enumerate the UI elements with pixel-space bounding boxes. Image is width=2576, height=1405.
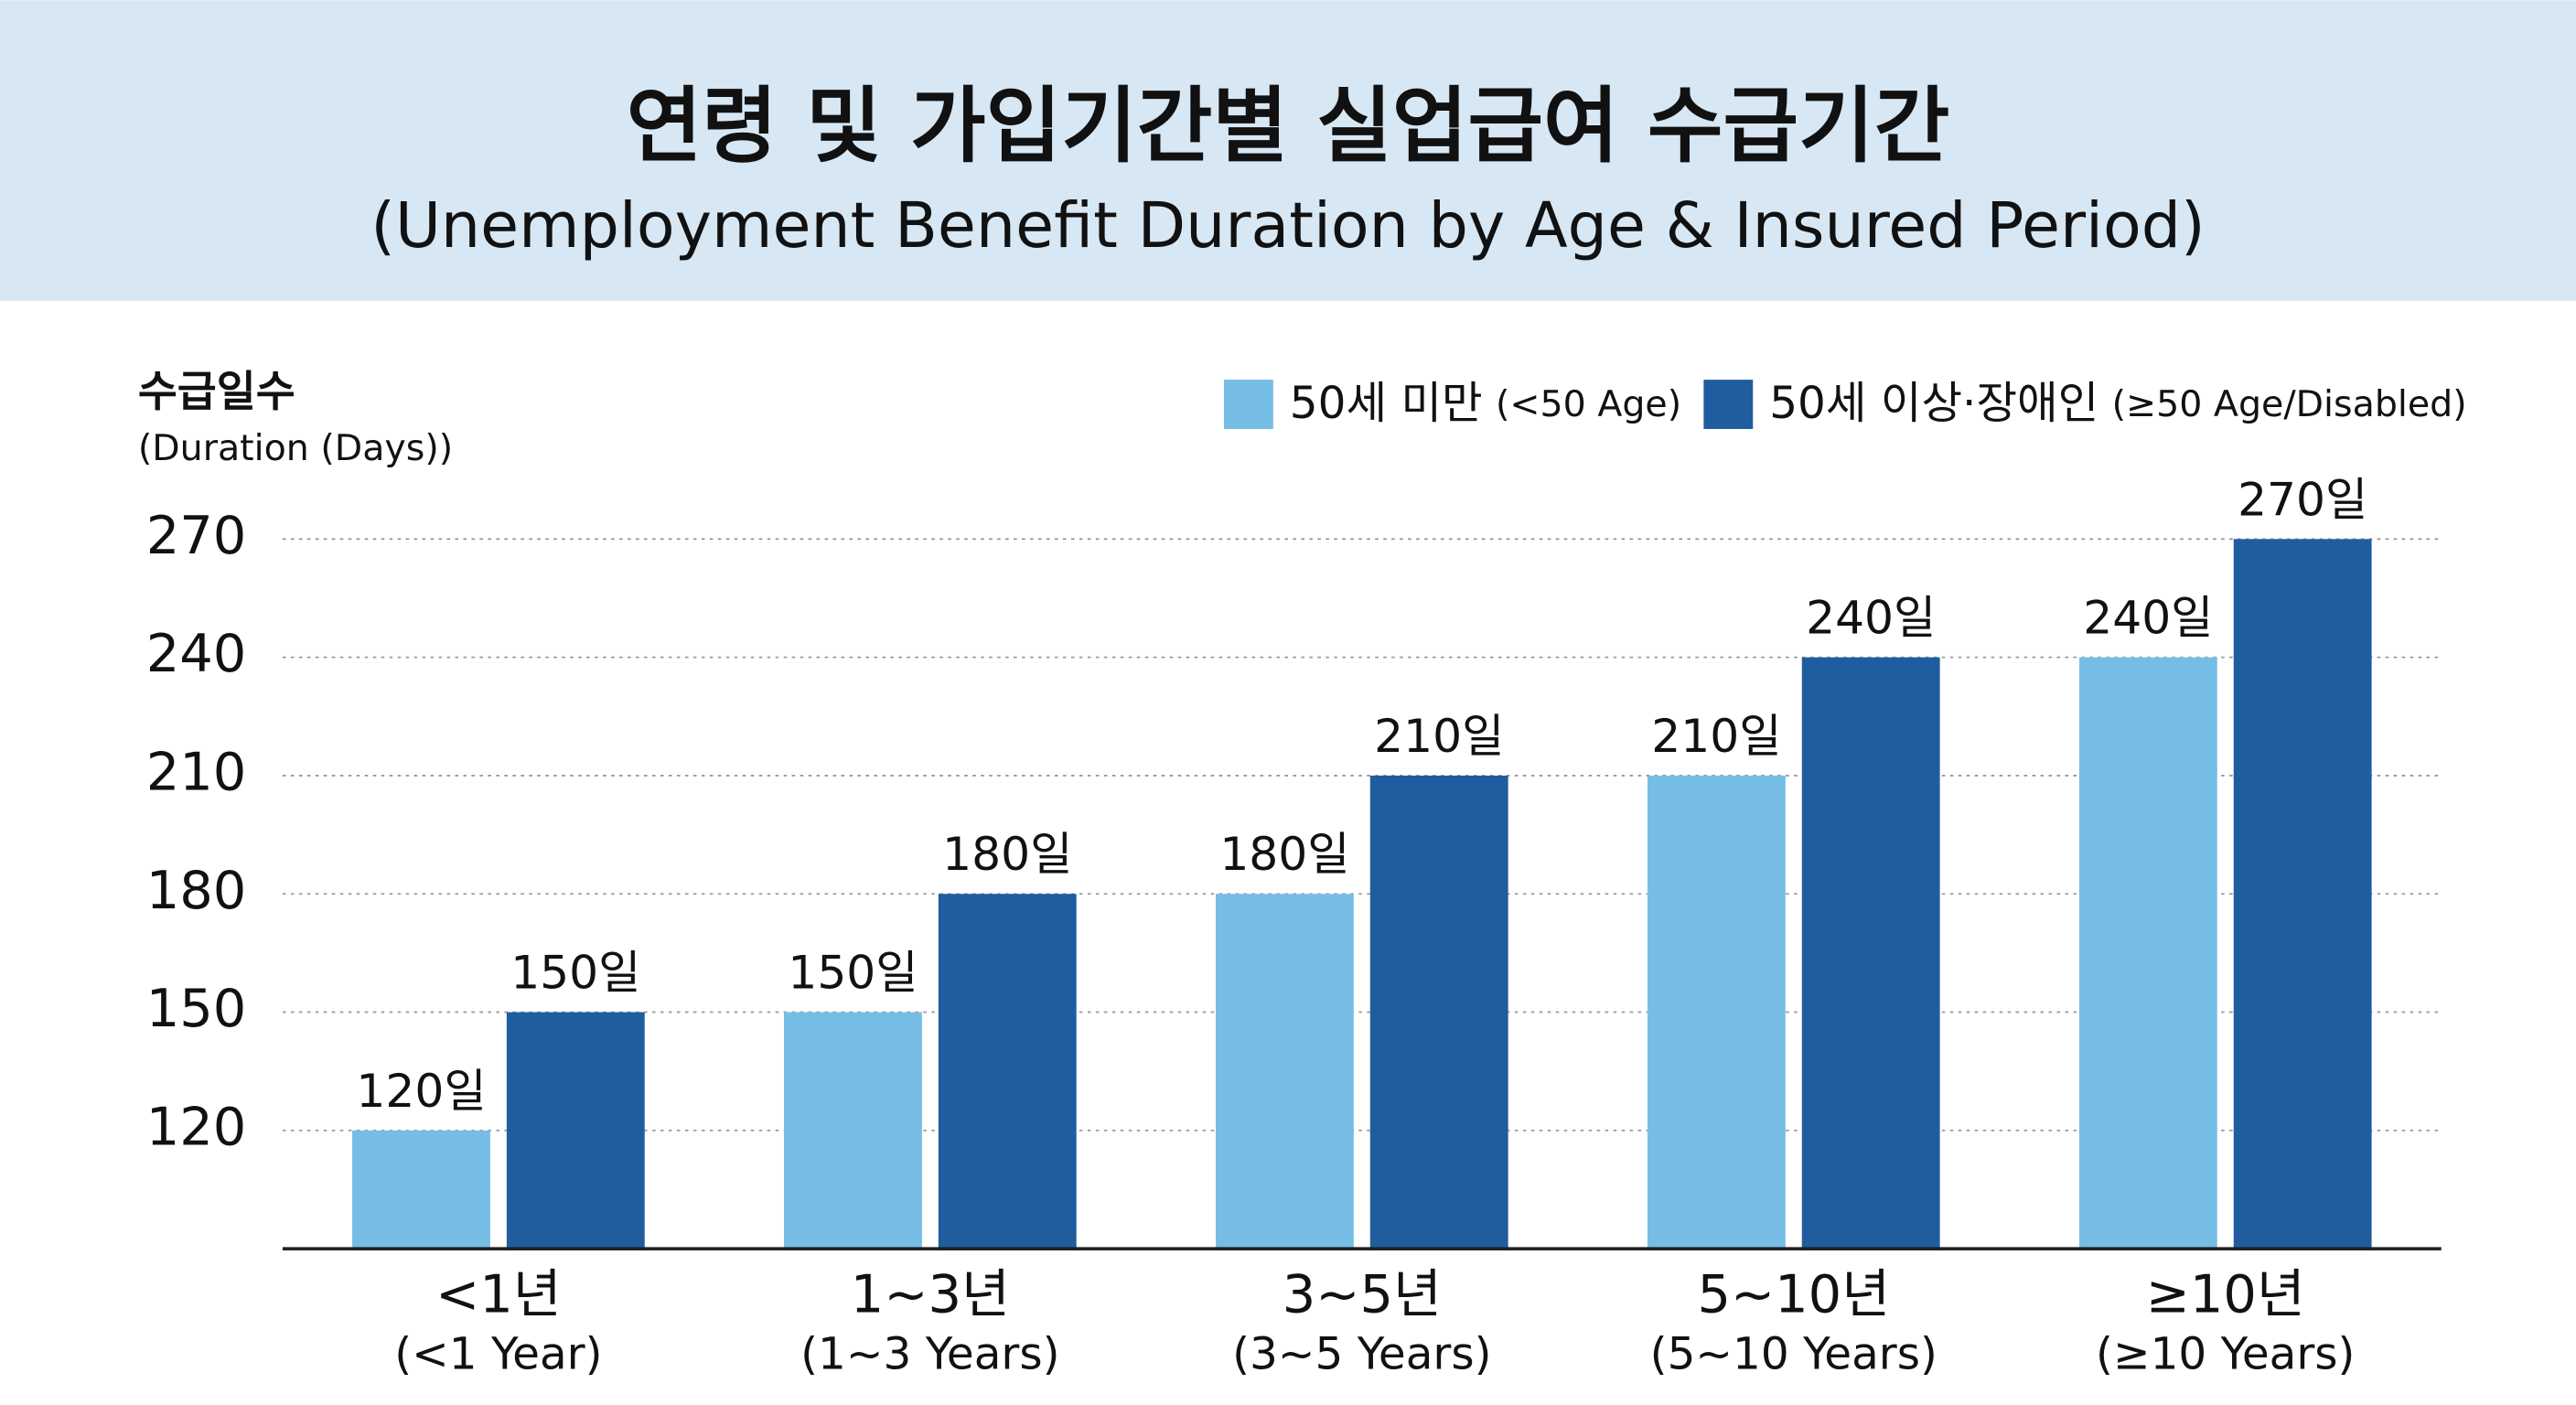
y-tick-label: 120 <box>146 1096 247 1157</box>
data-label: 120일 <box>356 1064 486 1118</box>
data-label: 150일 <box>510 946 640 1000</box>
y-tick-label: 180 <box>146 860 247 921</box>
legend-label-en: (<50 Age) <box>1496 382 1681 424</box>
x-tick-label: ≥10년 <box>2146 1264 2305 1325</box>
legend-swatch <box>1703 380 1754 429</box>
chart-subtitle: (Unemployment Benefit Duration by Age & … <box>370 190 2205 263</box>
x-tick-sublabel: (1~3 Years) <box>800 1329 1059 1380</box>
data-label: 210일 <box>1374 709 1504 763</box>
x-tick-label: <1년 <box>435 1264 562 1325</box>
x-tick-sublabel: (3~5 Years) <box>1232 1329 1491 1380</box>
data-label: 180일 <box>1219 827 1349 881</box>
bar <box>2233 539 2372 1249</box>
y-tick-label: 270 <box>146 505 247 566</box>
data-label: 150일 <box>788 946 918 1000</box>
x-tick-sublabel: (<1 Year) <box>394 1329 602 1380</box>
x-tick-label: 1~3년 <box>851 1264 1010 1325</box>
y-tick-label: 210 <box>146 742 247 803</box>
x-tick-sublabel: (≥10 Years) <box>2096 1329 2355 1380</box>
legend-label-en: (≥50 Age/Disabled) <box>2112 382 2467 424</box>
legend-label: 50세 이상·장애인 <box>1769 378 2098 429</box>
bar <box>1369 775 1508 1249</box>
legend-entry: 50세 이상·장애인 (≥50 Age/Disabled) <box>1769 378 2466 429</box>
x-tick-label: 5~10년 <box>1697 1264 1890 1325</box>
bar <box>352 1130 490 1249</box>
legend-label: 50세 미만 <box>1290 378 1483 429</box>
chart-title: 연령 및 가입기간별 실업급여 수급기간 <box>627 79 1950 174</box>
bar <box>1801 657 1940 1249</box>
y-axis-subtitle: (Duration (Days)) <box>138 427 453 469</box>
legend-swatch <box>1223 380 1273 429</box>
bar <box>784 1012 922 1249</box>
y-axis-title: 수급일수 <box>138 368 295 417</box>
data-label: 240일 <box>2083 591 2213 645</box>
header-band <box>0 0 2576 301</box>
bar <box>938 894 1077 1249</box>
data-label: 210일 <box>1651 709 1781 763</box>
bar <box>1215 894 1354 1249</box>
bar <box>1647 775 1786 1249</box>
bar <box>506 1012 645 1249</box>
x-tick-sublabel: (5~10 Years) <box>1650 1329 1937 1380</box>
data-label: 240일 <box>1806 591 1936 645</box>
y-tick-label: 240 <box>146 623 247 684</box>
bar <box>2078 657 2217 1249</box>
data-label: 270일 <box>2238 472 2367 526</box>
y-tick-label: 150 <box>146 978 247 1039</box>
legend-entry: 50세 미만 (<50 Age) <box>1290 378 1681 429</box>
data-label: 180일 <box>942 827 1072 881</box>
x-tick-label: 3~5년 <box>1283 1264 1442 1325</box>
